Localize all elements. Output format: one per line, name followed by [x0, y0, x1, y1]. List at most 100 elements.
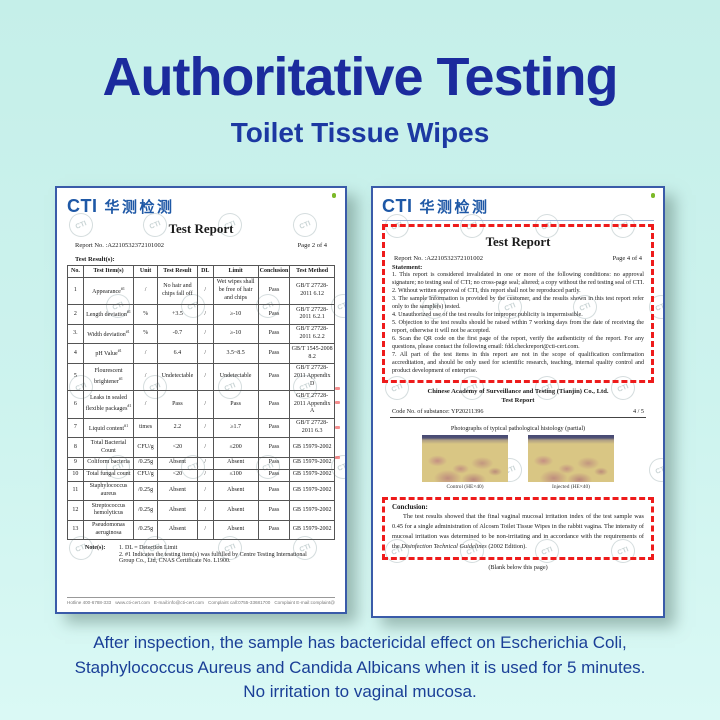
table-cell: Undetectable	[157, 362, 198, 392]
agency-name: Chinese Academy of Surveillance and Test…	[427, 388, 609, 396]
histology-photo-control: Control (HE×40)	[422, 435, 508, 490]
table-cell: /	[133, 276, 158, 306]
table-row: 11 Staphylococcus aureus/0.25g Absent / Abse…	[67, 480, 335, 502]
table-cell: ≥-10	[212, 323, 259, 345]
note-line: 2. #1 Indicates the testing item(s) was …	[119, 552, 307, 565]
column-header: No.	[67, 265, 84, 278]
page-title: Authoritative Testing	[102, 47, 618, 107]
column-header: Test Item(s)	[82, 265, 135, 278]
table-cell: Staphylococcus aureus	[82, 480, 135, 502]
cti-logo-dot-icon	[331, 193, 336, 198]
table-cell: /	[196, 456, 214, 470]
table-cell: Absent	[212, 456, 259, 470]
page-subtitle: Toilet Tissue Wipes	[230, 117, 490, 148]
statement-line: 4. Unauthorized use of the test results …	[392, 312, 583, 319]
table-cell: %	[133, 323, 158, 345]
footer-item: Complaint E-mail:complaint@cti-cert.com	[274, 600, 335, 605]
table-cell: 10	[67, 468, 84, 482]
superscript-ref: #1	[117, 348, 122, 354]
table-cell: 6.4	[157, 343, 198, 364]
table-row: 13 Pseudomonas aeruginosa/0.25g Absent / Abs…	[67, 519, 335, 541]
table-cell: Pseudomonas aeruginosa	[82, 519, 135, 541]
table-cell: Streptococcus hemolyticus	[82, 500, 135, 521]
histology-image	[528, 435, 614, 483]
table-row: 12 Streptococcus hemolyticus/0.25g Absent /…	[67, 500, 335, 521]
table-row: 6 Leaks in sealed flexible packages#1/Pas…	[67, 390, 335, 419]
table-cell: Absent	[157, 480, 198, 502]
column-header: Limit	[212, 265, 259, 278]
statement-highlight-box: Test Report Report No. :A221053237210100…	[382, 224, 654, 384]
table-cell: Pass	[257, 480, 291, 502]
bottom-text-line: No irritation to vaginal mucosa.	[243, 682, 477, 702]
table-cell: Absent	[212, 480, 259, 502]
test-results-label: Test Result(s):	[75, 256, 115, 263]
table-cell: Pass	[257, 519, 291, 541]
table-cell: Absent	[212, 500, 259, 521]
substance-code: Code No. of substance: YP20211396	[392, 408, 484, 416]
table-cell: ≤100	[212, 468, 259, 482]
table-cell: Absent	[157, 500, 198, 521]
table-cell: -0.7	[157, 323, 198, 345]
table-cell: Pass	[257, 437, 291, 458]
table-cell: Pass	[157, 390, 198, 419]
statement-line: 6. Scan the QR code on the first page of…	[392, 336, 644, 351]
table-cell: <20	[157, 468, 198, 482]
table-cell: 11	[67, 480, 84, 502]
bottom-text: After inspection, the sample has bacteri…	[0, 631, 720, 705]
table-cell: 9	[67, 456, 84, 470]
page-number: Page 4 of 4	[612, 255, 642, 262]
agency-report-title: Test Report	[501, 397, 535, 405]
test-report-page-2: CTI CTI CTI CTI CTI CTI CTI CTI CTI CTI CTI CTI CTI C…	[55, 186, 347, 614]
table-cell: GB 15979-2002	[289, 500, 335, 521]
table-cell: 3.5~8.5	[212, 343, 259, 364]
table-cell: Absent	[157, 456, 198, 470]
table-row: 4 pH Value#1/6.4/3.5~8.5 Pass GB/T 1545-200…	[67, 343, 335, 364]
notes-section: Note(s): 1. DL = Detection Limit 2. #1 In…	[67, 545, 335, 565]
table-cell: ≤200	[212, 437, 259, 458]
table-cell: CFU/g	[133, 437, 158, 458]
table-cell: 7	[67, 417, 84, 439]
table-cell: CFU/g	[133, 468, 158, 482]
table-cell: /	[196, 500, 214, 521]
statement-line: 5. Objection to the test results should …	[392, 320, 644, 335]
notes-list: 1. DL = Detection Limit 2. #1 Indicates t…	[119, 545, 319, 565]
table-cell: 13	[67, 519, 84, 541]
column-header: Test Result	[157, 265, 198, 278]
table-cell: Appearance#1	[82, 276, 135, 306]
cti-logo-chinese: 华测检测	[104, 199, 175, 216]
cti-logo-text: CTI	[67, 196, 98, 216]
table-cell: Pass	[257, 468, 291, 482]
table-cell: GB/T 27728-2011 Appendix A	[289, 390, 335, 419]
table-row: 5 Flourescent brightener#1/Undetectable / U…	[67, 362, 335, 392]
table-cell: Undetectable	[212, 362, 259, 392]
table-cell: Total Bacterial Count	[82, 437, 135, 458]
superscript-ref: #1	[120, 285, 125, 291]
table-row: 10 Total fungal count CFU/g <20/≤100 Pass GB …	[67, 468, 335, 482]
bottom-text-line: Staphylococcus Aureus and Candida Albica…	[74, 657, 646, 677]
table-cell: /	[196, 468, 214, 482]
table-row: 9 Coliform bacteria/0.25g Absent / Absent Pas…	[67, 456, 335, 470]
table-cell: /	[196, 276, 214, 306]
report-number: Report No. :A2210532372101002	[394, 255, 484, 262]
report-meta: Report No. :A2210532372101002 Page 4 of …	[392, 255, 644, 262]
table-cell: +3.5	[157, 304, 198, 325]
table-cell: 12	[67, 500, 84, 521]
report-title: Test Report	[485, 234, 551, 249]
cti-logo: CTI 华测检测	[67, 193, 336, 217]
tianjin-report-section: Chinese Academy of Surveillance and Test…	[382, 383, 654, 490]
statement-line: 7. All part of the test items in this re…	[392, 352, 644, 375]
footer-item: www.cti-cert.com	[115, 600, 150, 605]
red-annotation-mark	[335, 426, 340, 429]
histology-photos: Control (HE×40) Injected (HE×40)	[390, 435, 646, 490]
blank-page-note: (Blank below this page)	[488, 564, 548, 572]
statement-list: 1. This report is considered invalidated…	[392, 271, 644, 375]
conclusion-text: The test results showed that the final v…	[392, 512, 644, 551]
table-cell: GB 15979-2002	[289, 519, 335, 541]
table-cell: 4	[67, 343, 84, 364]
table-cell: /	[196, 480, 214, 502]
report-meta: Report No. :A2210532372101002 Page 2 of …	[67, 242, 335, 249]
column-header: Conclusion	[257, 265, 291, 278]
superscript-ref: #1	[124, 422, 129, 428]
table-cell: pH Value#1	[82, 343, 135, 364]
table-row: 2 Length deviation#1% +3.5/≥-10 Pass GB/T 27…	[67, 304, 335, 325]
